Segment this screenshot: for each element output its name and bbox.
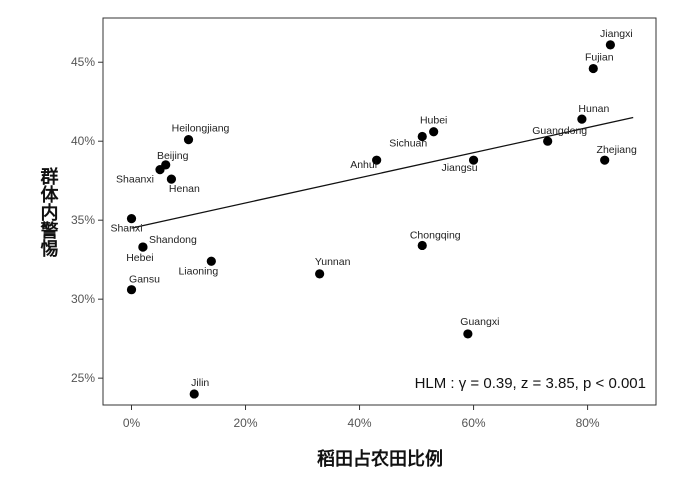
point-label: Anhui bbox=[350, 159, 377, 171]
y-tick-label: 25% bbox=[71, 371, 95, 385]
data-point bbox=[372, 155, 382, 165]
x-tick-label: 20% bbox=[234, 416, 258, 430]
x-tick-label: 60% bbox=[462, 416, 486, 430]
data-points bbox=[126, 40, 615, 399]
trend-line bbox=[131, 116, 634, 229]
plot-panel bbox=[102, 17, 657, 406]
point-label: Shaanxi bbox=[116, 174, 154, 186]
y-tick-label: 40% bbox=[71, 134, 95, 148]
y-tick-label: 45% bbox=[71, 55, 95, 69]
y-axis: 25% 30% 35% 40% 45% bbox=[71, 55, 103, 385]
data-point bbox=[417, 131, 427, 142]
point-label: Sichuan bbox=[389, 137, 427, 149]
point-label: Jilin bbox=[191, 377, 209, 389]
point-label: Yunnan bbox=[315, 256, 351, 268]
data-point bbox=[155, 165, 165, 175]
x-axis: 0% 20% 40% 60% 80% bbox=[123, 405, 600, 430]
data-point bbox=[166, 174, 177, 184]
x-tick-label: 0% bbox=[123, 416, 141, 430]
data-point bbox=[183, 135, 194, 145]
point-label: Shandong bbox=[149, 234, 197, 246]
annotation-text: HLM : γ = 0.39, z = 3.85, p < 0.001 bbox=[415, 375, 646, 392]
point-label: Jiangxi bbox=[600, 28, 633, 40]
point-label: Heilongjiang bbox=[172, 123, 230, 135]
data-point bbox=[463, 329, 473, 339]
y-tick-label: 30% bbox=[71, 292, 95, 306]
data-point bbox=[543, 136, 553, 146]
data-point bbox=[429, 127, 439, 137]
point-label: Zhejiang bbox=[597, 144, 637, 156]
y-axis-title: 群体内警惕 bbox=[38, 166, 59, 258]
data-point bbox=[588, 63, 598, 74]
x-axis-title: 稻田占农田比例 bbox=[317, 448, 443, 470]
point-label: Shanxi bbox=[110, 223, 142, 235]
data-point bbox=[600, 155, 610, 165]
point-label: Fujian bbox=[585, 52, 614, 64]
data-point bbox=[605, 40, 615, 50]
data-point bbox=[189, 389, 199, 399]
y-tick-label: 35% bbox=[71, 213, 95, 227]
point-label: Guangdong bbox=[532, 125, 587, 137]
data-point bbox=[126, 214, 137, 224]
data-point bbox=[468, 155, 479, 165]
point-label: Beijing bbox=[157, 150, 189, 162]
data-point bbox=[417, 240, 427, 251]
point-label: Hebei bbox=[126, 252, 153, 264]
data-point bbox=[206, 256, 216, 266]
point-label: Chongqing bbox=[410, 229, 461, 241]
point-label: Henan bbox=[169, 183, 200, 195]
x-tick-label: 40% bbox=[348, 416, 372, 430]
data-point bbox=[577, 114, 587, 124]
point-label: Hunan bbox=[578, 103, 609, 115]
point-label: Jiangsu bbox=[441, 162, 477, 174]
point-label: Gansu bbox=[129, 274, 160, 286]
data-point bbox=[315, 269, 325, 279]
data-point bbox=[138, 242, 148, 252]
point-labels: Jiangxi Fujian Hunan Guangdong Zhejiang Hubei… bbox=[110, 28, 637, 389]
x-tick-label: 80% bbox=[576, 416, 600, 430]
data-point bbox=[126, 285, 137, 295]
point-label: Liaoning bbox=[178, 265, 218, 277]
point-label: Hubei bbox=[420, 115, 447, 127]
point-label: Guangxi bbox=[460, 316, 499, 328]
